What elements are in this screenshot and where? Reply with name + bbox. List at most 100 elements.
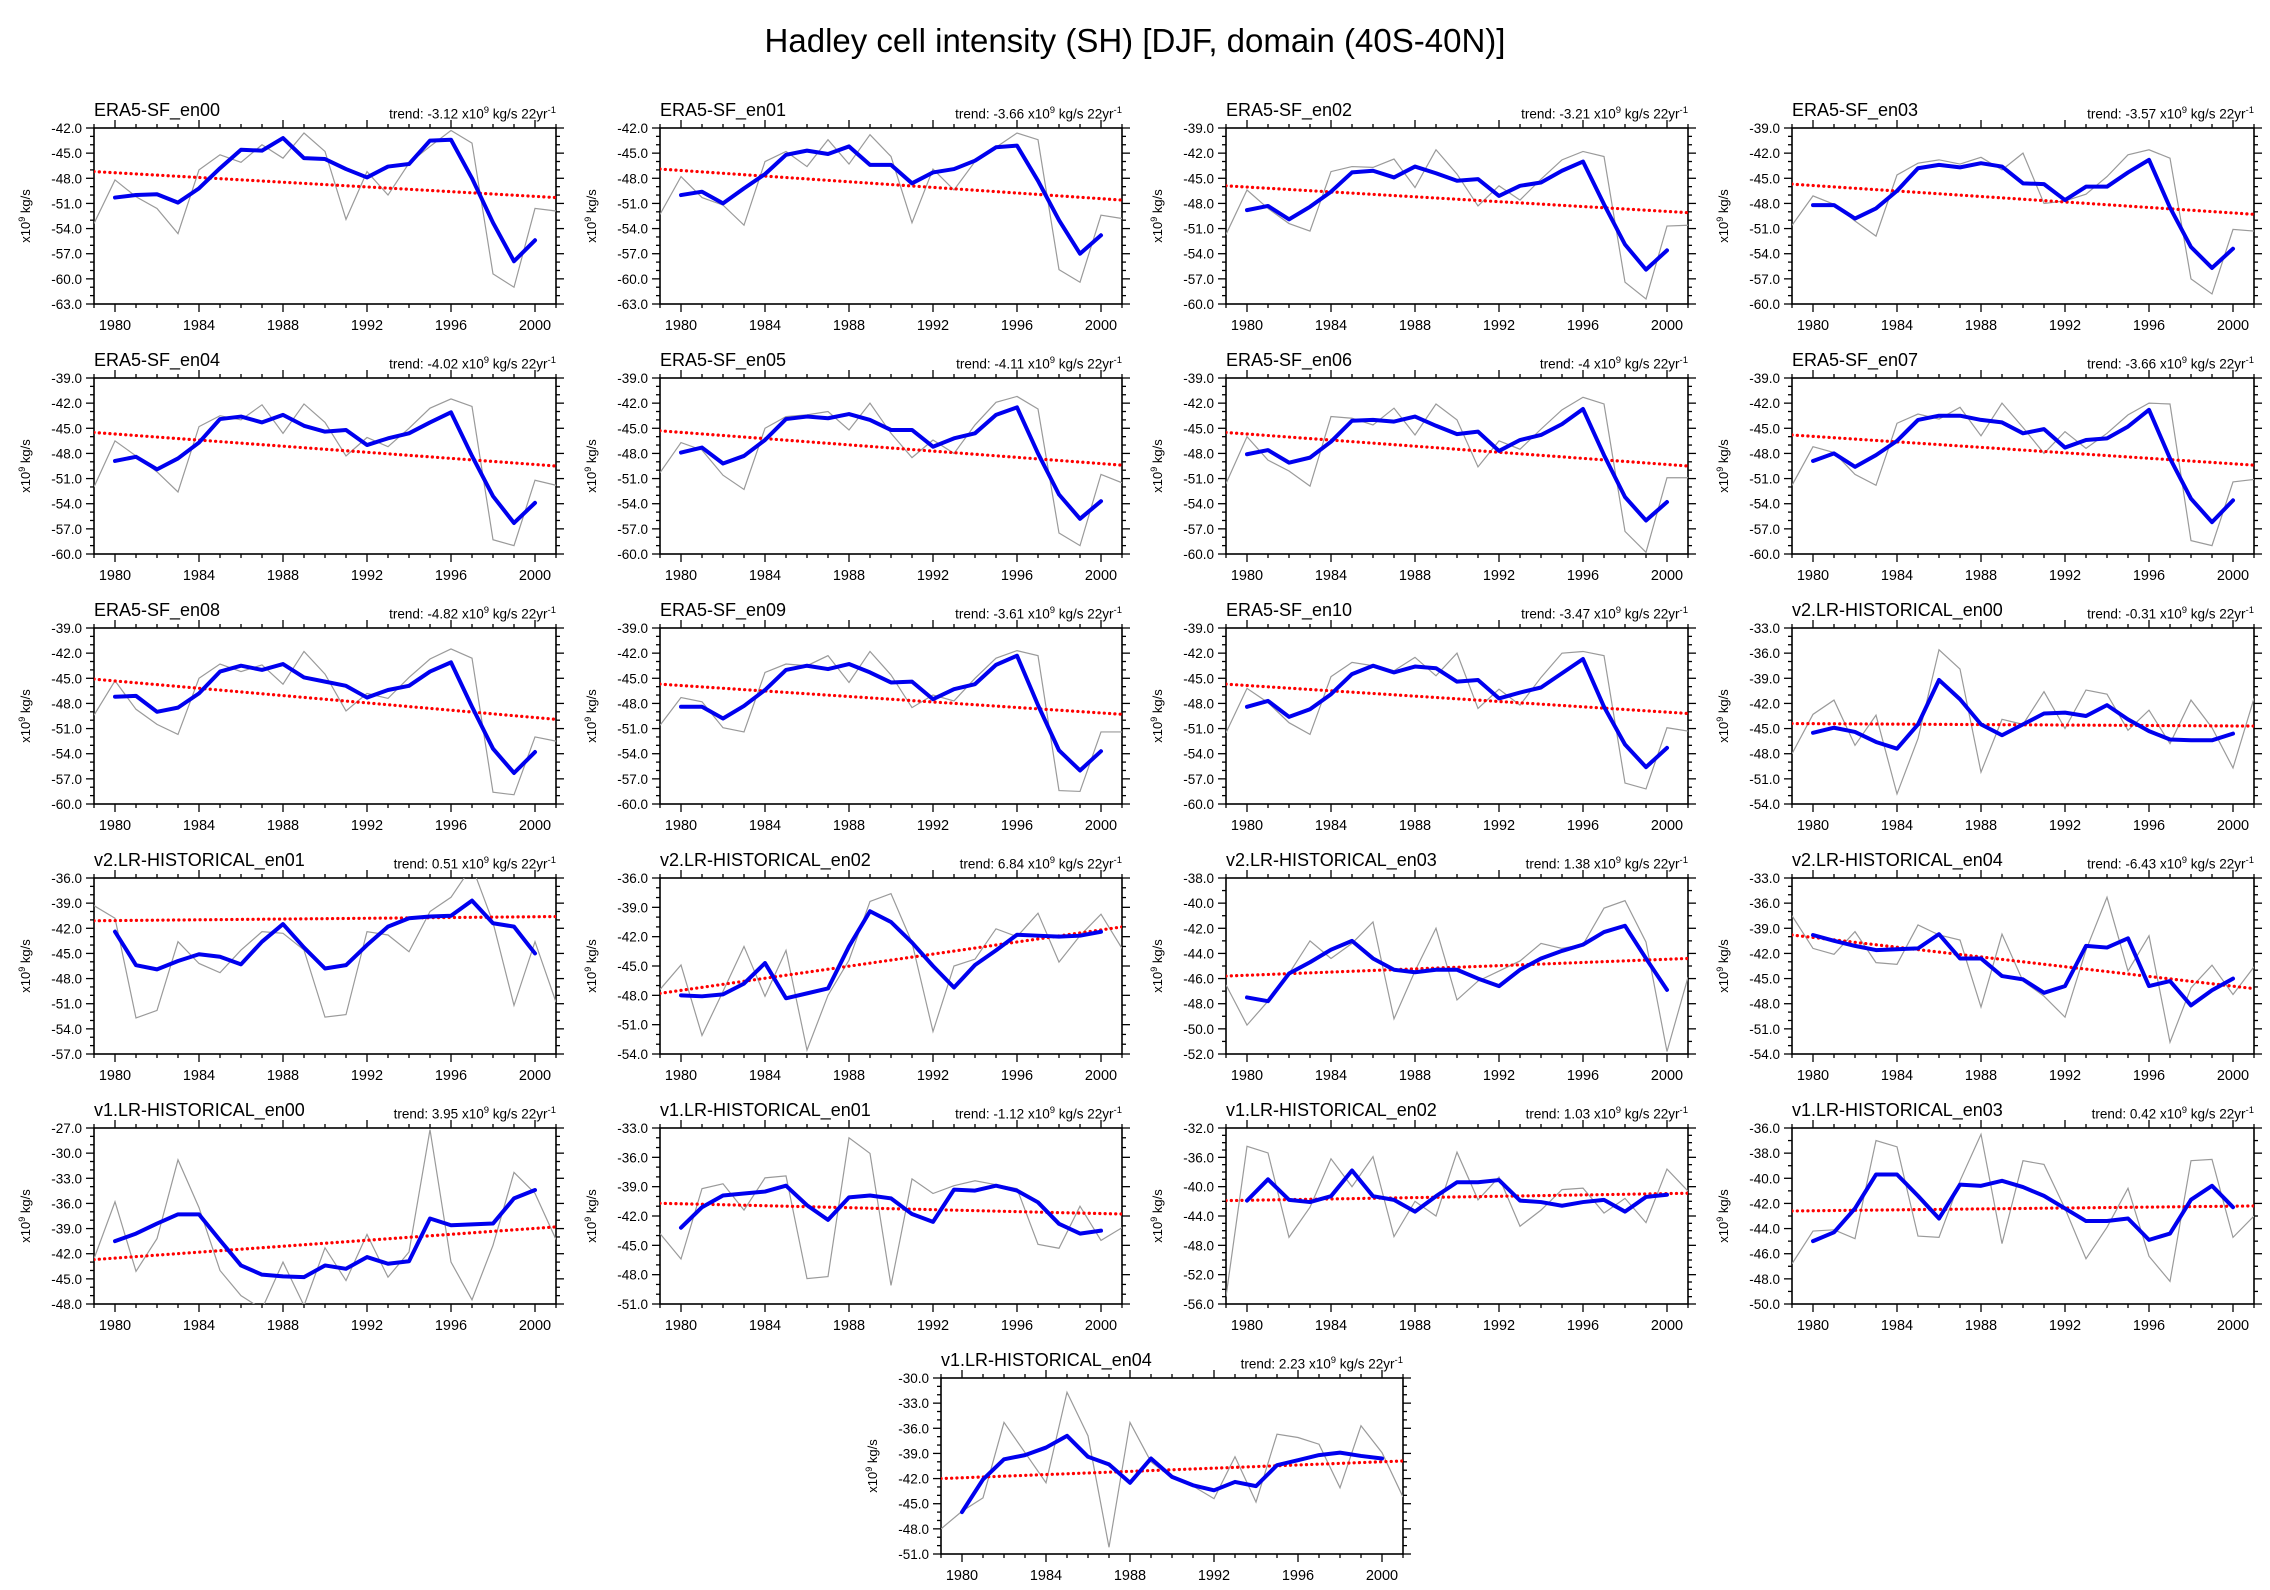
x-tick-labels: 1980 1984 1988 1992 1996 2000 xyxy=(99,318,551,334)
x-tick-label: 1992 xyxy=(2049,1068,2081,1084)
y-tick-label: -46.0 xyxy=(1749,1247,1780,1262)
y-tick-label: -42.0 xyxy=(1183,146,1214,161)
y-axis-unit-label: x109 kg/s xyxy=(17,439,33,493)
x-tick-label: 1996 xyxy=(435,818,467,834)
x-tick-label: 1988 xyxy=(1965,1068,1997,1084)
panel-trend-label: trend: -3.21 x109 kg/s 22yr-1 xyxy=(1521,105,1688,122)
x-tick-labels: 1980 1984 1988 1992 1996 2000 xyxy=(99,1068,551,1084)
trend-exponent: 9 xyxy=(1049,355,1056,366)
series-group xyxy=(1226,650,1688,790)
trend-period-exponent: -1 xyxy=(1113,855,1122,866)
x-tick-label: 1980 xyxy=(1231,1318,1263,1334)
raw-series-line xyxy=(1792,1132,2254,1283)
trend-unit: kg/s 22yr xyxy=(1055,1106,1114,1122)
y-tick-label: -33.0 xyxy=(51,1171,82,1186)
series-group xyxy=(94,398,556,547)
x-axis xyxy=(1791,370,2255,562)
x-tick-label: 2000 xyxy=(519,568,551,584)
x-axis xyxy=(659,870,1123,1062)
y-axis-unit-label: x109 kg/s xyxy=(1715,439,1731,493)
x-tick-label: 1988 xyxy=(267,1068,299,1084)
y-tick-label: -42.0 xyxy=(51,921,82,936)
trend-prefix: trend: xyxy=(389,356,428,372)
trend-prefix: trend: xyxy=(2091,1106,2130,1122)
y-tick-labels: -39.0 -42.0 -45.0 -48.0 -51.0 -54.0 -57.0 -60.0 xyxy=(1749,371,1780,562)
plot-frame xyxy=(93,377,557,555)
x-tick-label: 1980 xyxy=(99,818,131,834)
x-tick-label: 1988 xyxy=(1399,318,1431,334)
y-tick-labels: -42.0 -45.0 -48.0 -51.0 -54.0 -57.0 -60.0 -63.0 xyxy=(51,121,82,312)
trend-line xyxy=(660,429,1122,467)
raw-series-line xyxy=(94,129,556,289)
y-tick-label: -48.0 xyxy=(617,1268,648,1283)
x-tick-label: 1988 xyxy=(1965,318,1997,334)
y-tick-label: -48.0 xyxy=(1183,1238,1214,1253)
raw-series-line xyxy=(1226,899,1688,1052)
y-tick-labels: -36.0 -38.0 -40.0 -42.0 -44.0 -46.0 -48.0 -50.0 xyxy=(1749,1121,1780,1312)
panel: ERA5-SF_en05 trend: -4.11 x109 kg/s 22yr… xyxy=(572,338,1136,590)
trend-prefix: trend: xyxy=(956,356,995,372)
x-tick-label: 1996 xyxy=(1001,318,1033,334)
x-tick-labels: 1980 1984 1988 1992 1996 2000 xyxy=(1231,318,1683,334)
panel-chart: 1980 1984 1988 1992 1996 2000-39.0-42.0-45.0-… xyxy=(583,620,1130,834)
trend-value: -3.61 xyxy=(993,606,1025,622)
panel: v1.LR-HISTORICAL_en04 trend: 2.23 x109 k… xyxy=(853,1338,1417,1590)
y-axis xyxy=(86,127,564,305)
x-tick-labels: 1980 1984 1988 1992 1996 2000 xyxy=(1797,1318,2249,1334)
y-tick-label: -54.0 xyxy=(1749,247,1780,262)
y-tick-label: -51.0 xyxy=(617,196,648,211)
panel-chart: 1980 1984 1988 1992 1996 2000-33.0-36.0-39.0-… xyxy=(1715,620,2262,834)
x-tick-label: 1992 xyxy=(1198,1568,1230,1584)
y-tick-label: -54.0 xyxy=(1749,497,1780,512)
smoothed-series-line xyxy=(960,1433,1384,1515)
y-tick-label: -45.0 xyxy=(617,1238,648,1253)
y-tick-label: -48.0 xyxy=(1183,196,1214,211)
plot-frame xyxy=(1225,627,1689,805)
x-tick-label: 1980 xyxy=(1797,818,1829,834)
trend-exponent: 9 xyxy=(2181,355,2188,366)
panel: ERA5-SF_en06 trend: -4 x109 kg/s 22yr-1 … xyxy=(1138,338,1702,590)
y-tick-label: -39.0 xyxy=(1183,121,1214,136)
x-tick-label: 1980 xyxy=(1797,1318,1829,1334)
panel-chart: 1980 1984 1988 1992 1996 2000-27.0-30.0-33.0-… xyxy=(17,1120,564,1334)
y-tick-label: -60.0 xyxy=(1183,297,1214,312)
y-tick-label: -48.0 xyxy=(617,171,648,186)
trend-prefix: trend: xyxy=(389,606,428,622)
x-axis xyxy=(940,1370,1404,1562)
y-tick-label: -51.0 xyxy=(1749,222,1780,237)
y-tick-label: -39.0 xyxy=(1183,621,1214,636)
y-tick-label: -39.0 xyxy=(1749,371,1780,386)
panel-trend-label: trend: 1.38 x109 kg/s 22yr-1 xyxy=(1526,855,1688,872)
raw-series-line xyxy=(1226,396,1688,554)
y-tick-label: -39.0 xyxy=(1749,671,1780,686)
x-tick-label: 1984 xyxy=(1315,318,1347,334)
x-tick-label: 1980 xyxy=(665,818,697,834)
trend-period-exponent: -1 xyxy=(547,355,556,366)
trend-value: 0.42 xyxy=(2129,1106,2157,1122)
panel-title: v2.LR-HISTORICAL_en03 xyxy=(1226,850,1437,870)
trend-x10: x10 xyxy=(1024,856,1050,872)
x-tick-labels: 1980 1984 1988 1992 1996 2000 xyxy=(1797,568,2249,584)
y-tick-label: -42.0 xyxy=(617,396,648,411)
y-tick-label: -33.0 xyxy=(898,1396,929,1411)
x-tick-label: 1980 xyxy=(1797,568,1829,584)
x-tick-labels: 1980 1984 1988 1992 1996 2000 xyxy=(665,568,1117,584)
panel-title: ERA5-SF_en03 xyxy=(1792,100,1919,120)
y-tick-label: -33.0 xyxy=(617,1121,648,1136)
y-axis xyxy=(652,877,1130,1055)
x-tick-label: 1988 xyxy=(833,568,865,584)
x-tick-label: 1996 xyxy=(1567,1068,1599,1084)
trend-x10: x10 xyxy=(1024,606,1050,622)
x-tick-label: 1996 xyxy=(1567,818,1599,834)
x-tick-label: 1988 xyxy=(1399,1318,1431,1334)
y-tick-label: -45.0 xyxy=(1749,171,1780,186)
y-axis xyxy=(652,127,1130,305)
y-tick-label: -46.0 xyxy=(1183,972,1214,987)
panel: ERA5-SF_en00 trend: -3.12 x109 kg/s 22yr… xyxy=(6,88,570,340)
raw-series-line xyxy=(660,892,1122,1053)
y-tick-label: -52.0 xyxy=(1183,1047,1214,1062)
trend-exponent: 9 xyxy=(1615,605,1622,616)
y-tick-label: -48.0 xyxy=(51,1297,82,1312)
smoothed-series-line xyxy=(1811,157,2235,270)
x-axis xyxy=(1791,870,2255,1062)
